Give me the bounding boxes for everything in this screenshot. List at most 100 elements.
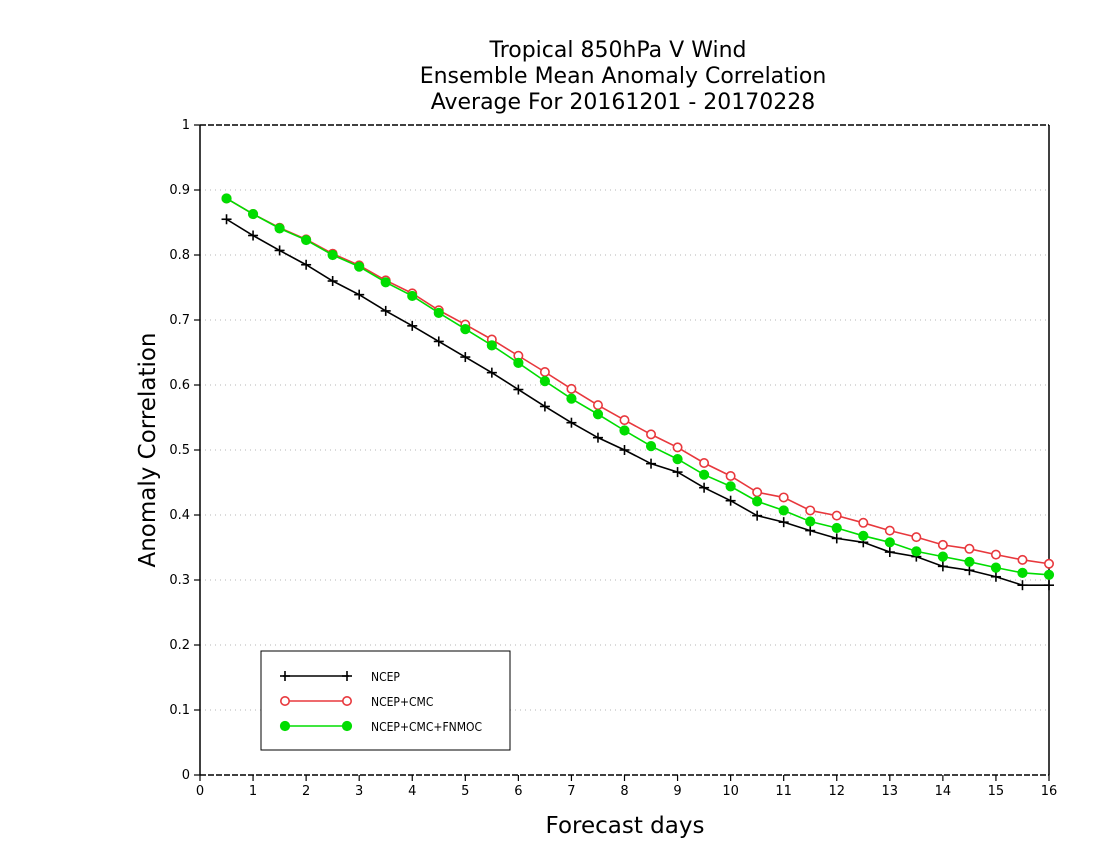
x-tick-label-11: 11 [775,784,792,799]
point-ncep-cmc-fnmoc-27 [937,551,948,562]
series-ncep-cmc [221,193,1055,569]
point-ncep-cmc-20 [752,487,763,498]
point-ncep-23 [831,533,842,544]
point-ncep-11 [513,384,524,395]
point-ncep-cmc-fnmoc-0 [221,193,232,204]
point-ncep-17 [672,467,683,478]
y-tick-label-5: 0.5 [169,443,190,458]
point-ncep-22 [805,525,816,536]
point-ncep-cmc-fnmoc-7 [407,290,418,302]
legend-entry-ncep-cmc-fnmoc: NCEP+CMC+FNMOC [279,720,482,734]
point-ncep-cmc-fnmoc-16 [645,441,657,452]
legend-marker-end-ncep-cmc-fnmoc [341,720,353,732]
point-ncep-cmc-fnmoc-8 [433,307,444,318]
y-tick-label-8: 0.8 [169,248,190,263]
series-layer [221,193,1055,591]
point-ncep-8 [433,336,444,347]
point-ncep-12 [539,401,550,412]
y-tick-label-1: 0.1 [169,703,190,718]
point-ncep-cmc-fnmoc-28 [964,556,975,567]
point-ncep-cmc-18 [699,457,710,468]
point-ncep-4 [327,276,338,286]
legend-entry-ncep-cmc: NCEP+CMC [279,695,433,709]
point-ncep-21 [778,517,789,528]
point-ncep-20 [752,510,763,521]
chart-title-line-3: Average For 20161201 - 20170228 [431,90,816,115]
y-tick-label-0: 0 [182,768,190,783]
point-ncep-28 [964,565,975,576]
point-ncep-cmc-fnmoc-5 [354,261,365,272]
point-ncep-cmc-fnmoc-26 [911,546,922,557]
y-tick-label-9: 0.9 [169,183,190,198]
point-ncep-cmc-fnmoc-11 [513,357,524,368]
y-tick-label-3: 0.3 [169,573,190,588]
y-tick-label-4: 0.4 [169,508,190,523]
point-ncep-cmc-24 [858,517,869,528]
point-ncep-cmc-13 [566,383,577,394]
legend-marker-start-ncep-cmc-fnmoc [279,720,291,732]
point-ncep-27 [937,561,948,572]
legend-label-ncep: NCEP [371,670,400,684]
point-ncep-cmc-23 [831,510,842,521]
point-ncep-13 [566,417,577,428]
point-ncep-cmc-fnmoc-15 [619,425,630,436]
point-ncep-cmc-22 [805,505,816,516]
point-ncep-cmc-fnmoc-19 [725,481,736,492]
point-ncep-25 [884,547,895,558]
point-ncep-6 [380,305,391,316]
y-axis-label: Anomaly Correlation [135,332,161,567]
x-tick-label-1: 1 [249,784,257,799]
legend-marker-end-ncep [342,671,352,681]
point-ncep-16 [646,458,657,469]
point-ncep-2 [274,245,285,256]
x-tick-label-5: 5 [461,784,469,799]
y-tick-label-10: 1 [182,118,190,133]
point-ncep-cmc-27 [937,539,948,550]
point-ncep-cmc-fnmoc-9 [460,324,471,335]
legend-marker-start-ncep [280,671,290,681]
point-ncep-cmc-fnmoc-1 [247,208,259,220]
x-tick-label-12: 12 [828,784,845,799]
point-ncep-cmc-19 [725,470,736,481]
point-ncep-3 [301,259,312,270]
point-ncep-cmc-fnmoc-2 [274,223,285,234]
x-tick-label-13: 13 [882,784,899,799]
point-ncep-cmc-fnmoc-6 [380,277,391,288]
series-line-ncep-cmc [226,197,1050,565]
axes: 00.10.20.30.40.50.60.70.80.910 1 2 3 4 5 6 7 8 9 1… [169,118,1057,799]
point-ncep-cmc-fnmoc-22 [805,516,816,527]
point-ncep-0 [221,214,232,225]
point-ncep-cmc-fnmoc-24 [858,530,869,541]
point-ncep-cmc-29 [990,549,1001,560]
point-ncep-cmc-fnmoc-12 [539,376,551,387]
chart-title-line-2: Ensemble Mean Anomaly Correlation [420,64,827,89]
legend-label-ncep-cmc-fnmoc: NCEP+CMC+FNMOC [371,720,482,734]
x-axis-label: Forecast days [546,813,705,839]
point-ncep-cmc-fnmoc-18 [698,469,710,480]
point-ncep-cmc-fnmoc-17 [672,454,683,465]
point-ncep-29 [990,571,1001,582]
point-ncep-cmc-26 [911,532,922,543]
series-ncep-cmc-fnmoc [221,193,1055,580]
point-ncep-cmc-fnmoc-13 [566,393,577,404]
point-ncep-cmc-28 [964,543,975,554]
point-ncep-5 [354,289,365,300]
point-ncep-18 [699,482,710,493]
y-tick-label-7: 0.7 [169,313,190,328]
point-ncep-cmc-fnmoc-29 [990,562,1002,573]
point-ncep-cmc-fnmoc-10 [486,340,497,351]
chart-text: Tropical 850hPa V Wind Ensemble Mean Ano… [135,38,826,839]
x-tick-label-7: 7 [567,784,575,799]
legend-label-ncep-cmc: NCEP+CMC [371,695,433,709]
series-line-ncep [226,218,1049,587]
point-ncep-31 [1044,580,1054,591]
y-tick-label-6: 0.6 [169,378,190,393]
point-ncep-10 [486,367,497,378]
point-ncep-cmc-14 [592,400,603,411]
point-ncep-7 [407,320,418,331]
point-ncep-15 [619,445,630,455]
point-ncep-cmc-15 [619,415,630,426]
point-ncep-cmc-fnmoc-4 [327,249,338,261]
